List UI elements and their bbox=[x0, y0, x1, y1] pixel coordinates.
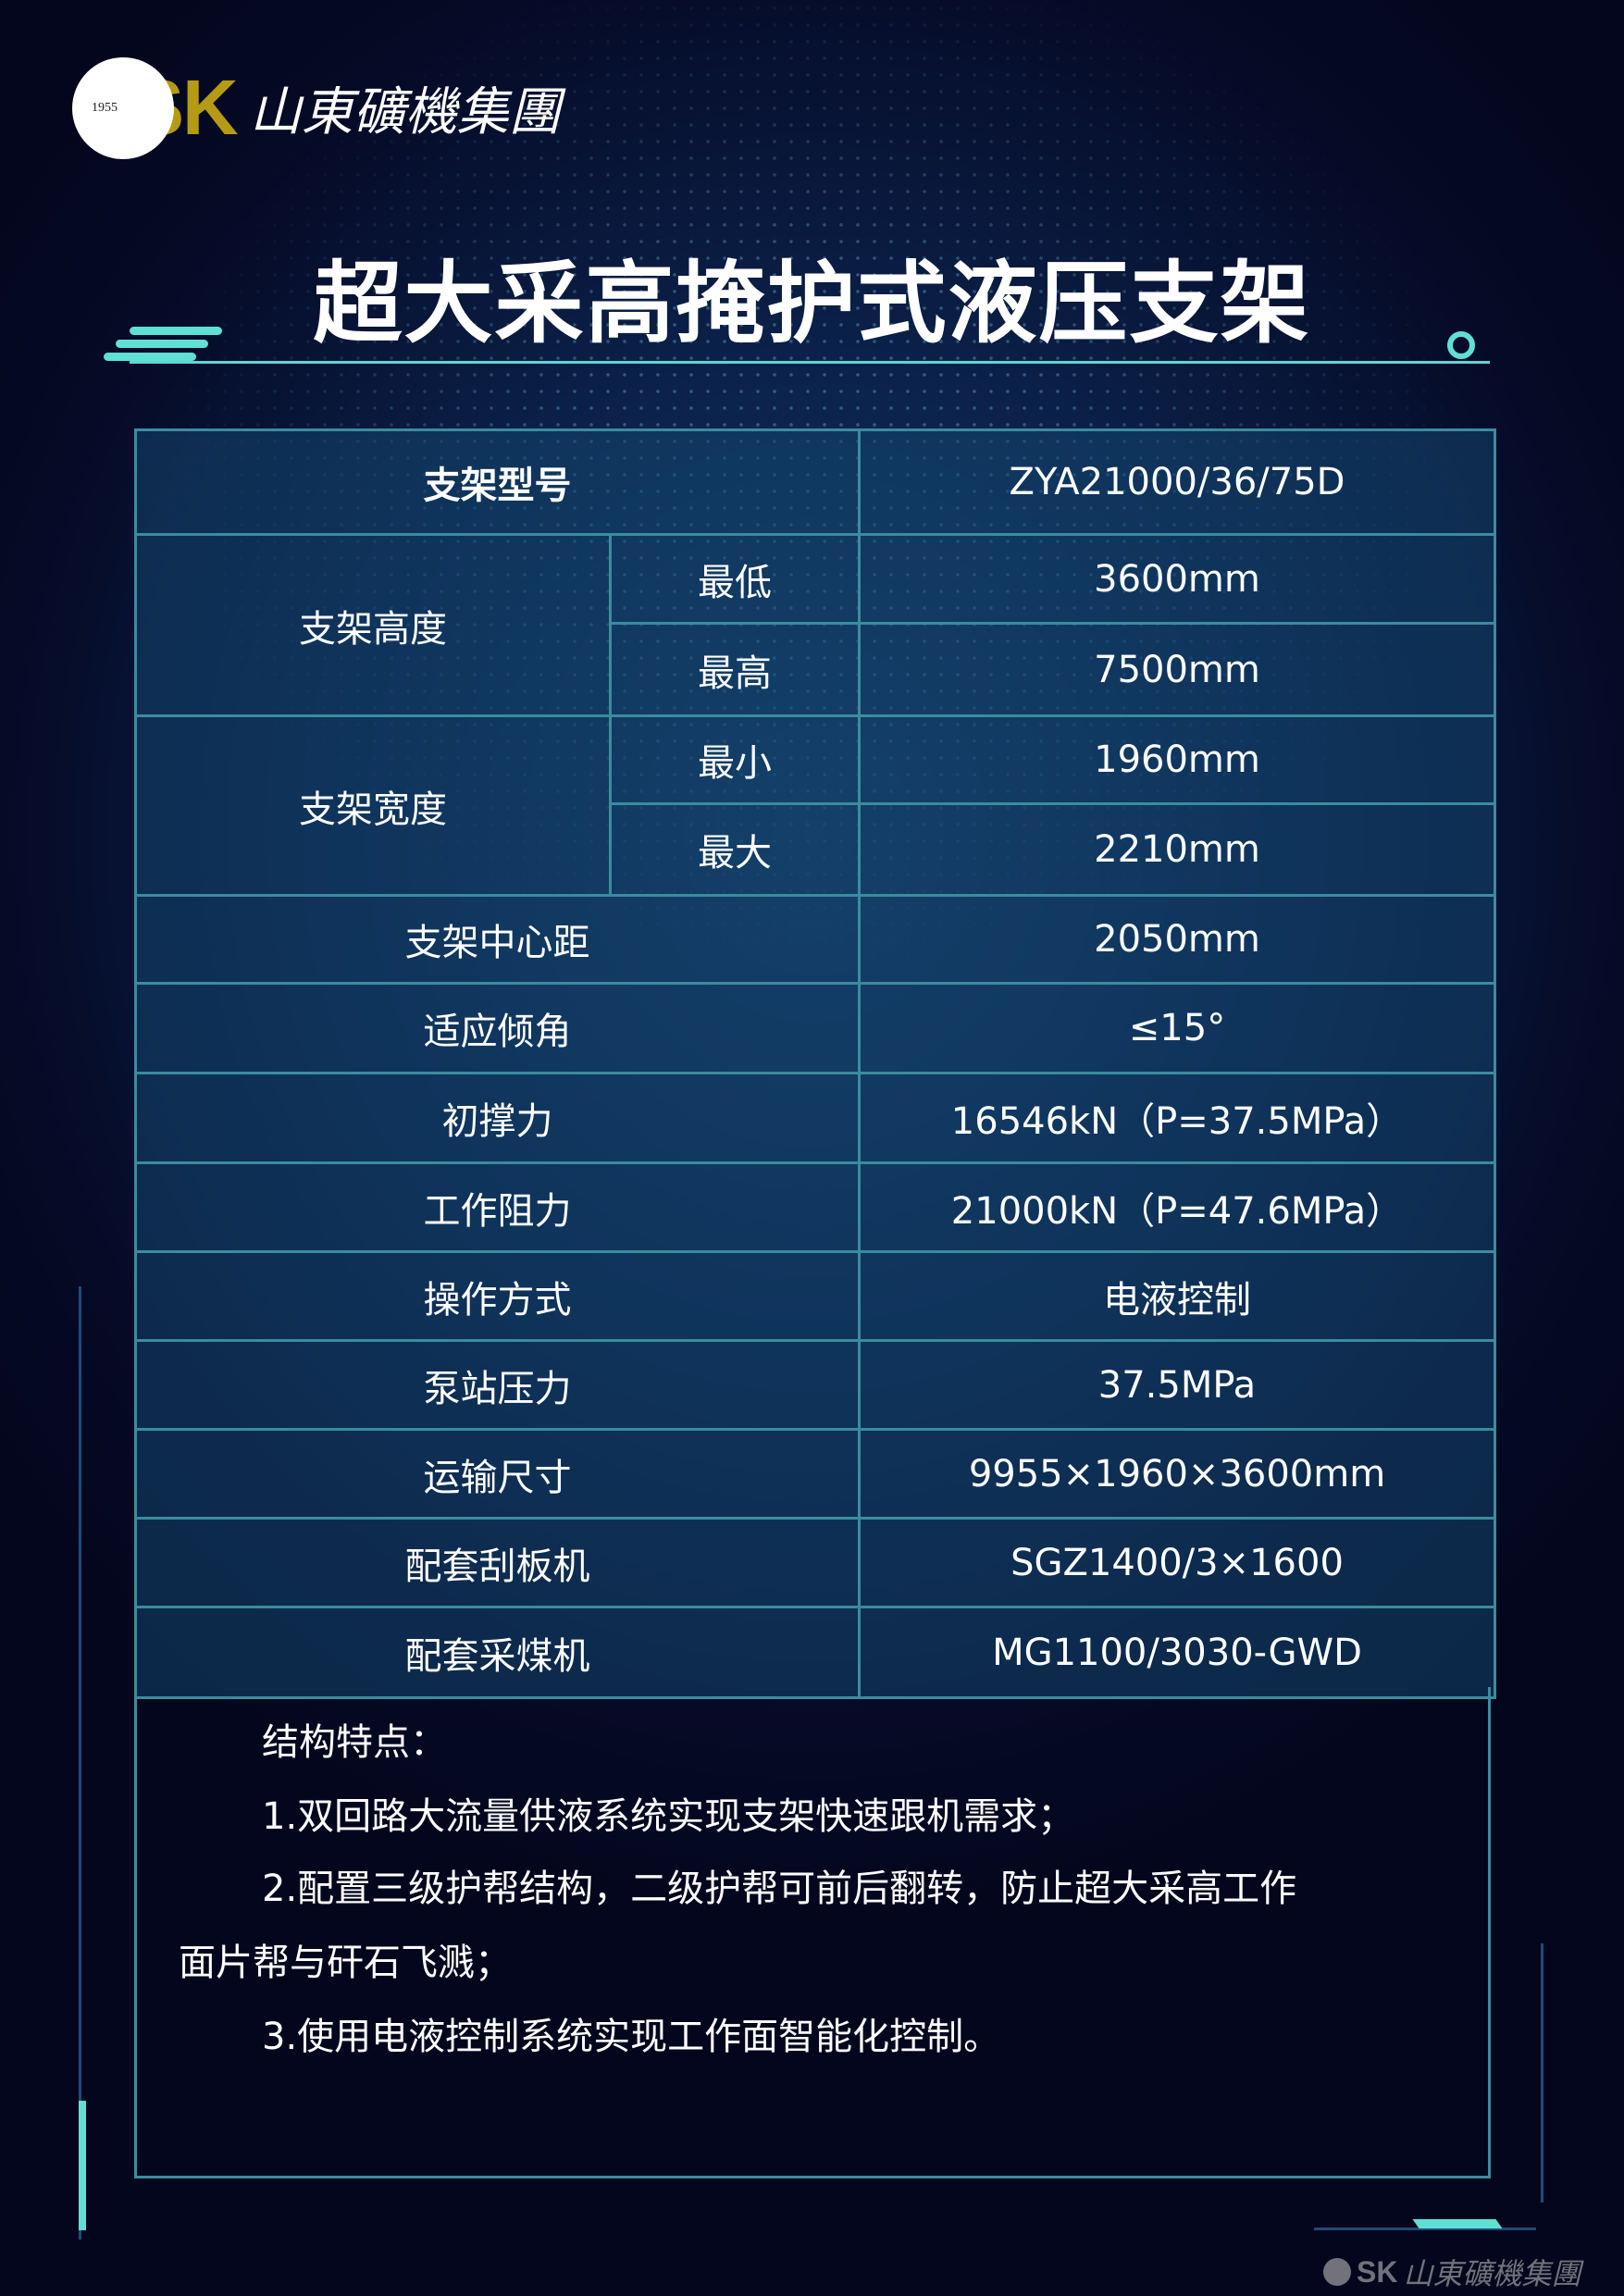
row-value: 37.5MPa bbox=[1097, 1363, 1257, 1407]
table-row: 支架中心距 2050mm bbox=[137, 897, 1494, 985]
feature-item-continued: 面片帮与矸石飞溅； bbox=[179, 1942, 512, 1984]
company-logo: 1955 SK 山東礦機集團 bbox=[79, 63, 561, 153]
height-min-value: 3600mm bbox=[1094, 557, 1260, 601]
model-value: ZYA21000/36/75D bbox=[1009, 461, 1345, 503]
row-value: 电液控制 bbox=[1103, 1278, 1251, 1322]
footer-logo: SK 山東礦機集團 bbox=[1323, 2251, 1581, 2293]
table-row: 泵站压力 37.5MPa bbox=[137, 1342, 1494, 1431]
table-row: 初撑力 16546kN（P=37.5MPa） bbox=[137, 1074, 1494, 1164]
spec-table: 支架型号 ZYA21000/36/75D 支架高度 最低 3600mm 最高 750… bbox=[134, 428, 1496, 1699]
ring-icon bbox=[1447, 331, 1475, 359]
height-group: 支架高度 最低 3600mm 最高 7500mm bbox=[137, 536, 1494, 717]
row-label: 泵站压力 bbox=[137, 1342, 861, 1428]
row-value: 21000kN（P=47.6MPa） bbox=[950, 1189, 1404, 1233]
frame-line bbox=[1314, 2228, 1536, 2230]
row-label: 配套刮板机 bbox=[137, 1520, 861, 1606]
row-value: 2050mm bbox=[1094, 918, 1260, 961]
width-group: 支架宽度 最小 1960mm 最大 2210mm bbox=[137, 717, 1494, 897]
feature-item: 2.配置三级护帮结构，二级护帮可前后翻转，防止超大采高工作 bbox=[262, 1868, 1297, 1910]
feature-item: 3.使用电液控制系统实现工作面智能化控制。 bbox=[262, 2016, 1001, 2058]
decor-bar bbox=[79, 2101, 86, 2230]
row-label: 工作阻力 bbox=[137, 1164, 861, 1250]
gear-icon bbox=[1323, 2258, 1351, 2286]
frame-line bbox=[79, 1286, 81, 2240]
title-underline bbox=[130, 361, 1490, 364]
footer-logo-mark: SK bbox=[1357, 2254, 1398, 2289]
decor-bar bbox=[1412, 2219, 1503, 2228]
decor-bar bbox=[116, 340, 208, 348]
height-max-value: 7500mm bbox=[1094, 648, 1260, 691]
width-label: 支架宽度 bbox=[137, 717, 612, 894]
row-label: 操作方式 bbox=[137, 1253, 861, 1339]
width-min-label: 最小 bbox=[612, 717, 861, 802]
company-name: 山東礦機集團 bbox=[249, 82, 561, 143]
feature-item: 1.双回路大流量供液系统实现支架快速跟机需求； bbox=[262, 1795, 1075, 1838]
decor-bar bbox=[104, 353, 196, 361]
page-title: 超大采高掩护式液压支架 bbox=[313, 252, 1311, 355]
row-value: SGZ1400/3×1600 bbox=[1010, 1541, 1344, 1584]
row-value: ≤15° bbox=[1128, 1007, 1226, 1049]
width-max-label: 最大 bbox=[612, 805, 861, 894]
table-row: 运输尺寸 9955×1960×3600mm bbox=[137, 1431, 1494, 1520]
features-heading: 结构特点： bbox=[262, 1721, 447, 1764]
height-label: 支架高度 bbox=[137, 536, 612, 714]
table-row: 适应倾角 ≤15° bbox=[137, 985, 1494, 1074]
row-value: 16546kN（P=37.5MPa） bbox=[950, 1100, 1404, 1143]
row-label: 初撑力 bbox=[137, 1074, 861, 1161]
width-max-value: 2210mm bbox=[1094, 828, 1260, 871]
row-label: 适应倾角 bbox=[137, 985, 861, 1072]
height-max-label: 最高 bbox=[612, 625, 861, 714]
table-row: 配套采煤机 MG1100/3030-GWD bbox=[137, 1608, 1494, 1696]
footer-company-name: 山東礦機集團 bbox=[1403, 2256, 1581, 2291]
table-row: 配套刮板机 SGZ1400/3×1600 bbox=[137, 1520, 1494, 1608]
row-label: 配套采煤机 bbox=[137, 1608, 861, 1696]
logo-year: 1955 bbox=[92, 100, 118, 115]
table-row: 支架型号 ZYA21000/36/75D bbox=[137, 431, 1494, 536]
table-row: 操作方式 电液控制 bbox=[137, 1253, 1494, 1342]
row-value: 9955×1960×3600mm bbox=[968, 1452, 1386, 1496]
row-value: MG1100/3030-GWD bbox=[992, 1631, 1362, 1674]
features-box: 结构特点： 1.双回路大流量供液系统实现支架快速跟机需求； 2.配置三级护帮结构… bbox=[134, 1687, 1491, 2178]
row-label: 支架中心距 bbox=[137, 897, 861, 982]
frame-line bbox=[1541, 1943, 1543, 2203]
row-label: 运输尺寸 bbox=[137, 1431, 861, 1517]
height-min-label: 最低 bbox=[612, 536, 861, 622]
gear-icon: 1955 bbox=[79, 63, 167, 153]
decor-bar bbox=[130, 327, 222, 335]
model-label: 支架型号 bbox=[137, 431, 861, 533]
table-row: 工作阻力 21000kN（P=47.6MPa） bbox=[137, 1164, 1494, 1253]
width-min-value: 1960mm bbox=[1094, 738, 1260, 781]
